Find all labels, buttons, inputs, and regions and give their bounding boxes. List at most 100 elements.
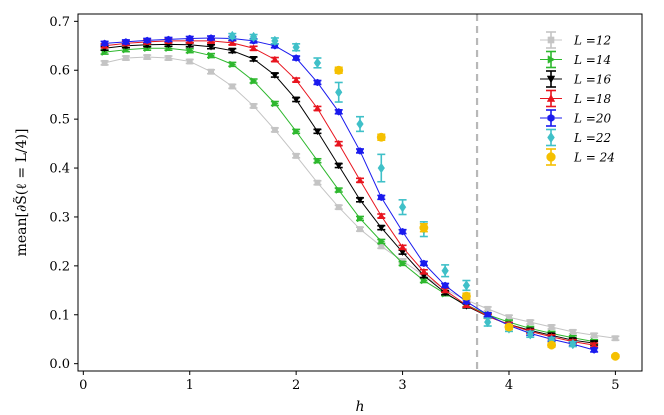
- data-point: [335, 186, 343, 194]
- legend-marker: [547, 55, 556, 64]
- data-point: [250, 77, 258, 85]
- series-5: [100, 34, 599, 354]
- data-point: [101, 39, 108, 48]
- legend-entry-6: L =22: [546, 128, 611, 147]
- data-point: [314, 156, 322, 165]
- legend-marker: [547, 113, 555, 123]
- data-point: [419, 223, 429, 233]
- data-point: [292, 54, 300, 62]
- legend-label: L = 24: [573, 151, 615, 165]
- legend-entry-2: L =14: [540, 50, 611, 69]
- series-layer: [100, 30, 620, 361]
- data-point: [293, 152, 300, 159]
- series-line: [104, 43, 595, 344]
- y-tick-label: 0.1: [49, 308, 70, 323]
- legend-marker: [547, 36, 555, 44]
- series-line: [104, 40, 595, 346]
- legend-label: L =22: [573, 131, 611, 145]
- data-point: [292, 76, 300, 83]
- data-point: [165, 35, 172, 44]
- data-point: [462, 280, 471, 291]
- data-point: [335, 86, 343, 98]
- data-point: [356, 147, 364, 155]
- data-point: [441, 265, 449, 277]
- data-point: [144, 54, 151, 61]
- data-point: [292, 96, 300, 104]
- data-point: [122, 55, 129, 61]
- legend-label: L =20: [573, 112, 611, 126]
- axes-layer: 0 1 2 3 4 5 0.0 0.1 0.2 0.3 0.4 0.5 0.6 0.7: [49, 15, 619, 393]
- data-point: [334, 162, 343, 170]
- data-point: [378, 193, 385, 202]
- data-point: [610, 351, 620, 361]
- legend-marker: [547, 132, 555, 143]
- data-point: [357, 214, 364, 223]
- data-point: [292, 41, 300, 53]
- data-point: [334, 139, 343, 147]
- data-point: [165, 55, 172, 61]
- data-point: [398, 201, 407, 213]
- data-point: [335, 108, 342, 116]
- legend: L =12 L =14 L =16 L =18 L =20 L =22 L = 24: [540, 31, 615, 166]
- data-point: [377, 212, 386, 219]
- data-point: [591, 332, 598, 339]
- data-point: [143, 36, 151, 45]
- data-point: [250, 102, 257, 109]
- x-tick-label: 4: [505, 378, 513, 393]
- data-point: [527, 319, 534, 326]
- data-point: [504, 322, 514, 332]
- legend-entry-7: L = 24: [546, 148, 615, 166]
- data-point: [313, 57, 322, 69]
- legend-marker: [546, 75, 556, 84]
- y-tick-label: 0.5: [49, 113, 70, 128]
- data-point: [377, 224, 386, 232]
- series-6: [228, 30, 577, 350]
- y-tick-label: 0.7: [49, 15, 70, 30]
- legend-label: L =12: [573, 34, 611, 48]
- data-point: [271, 99, 279, 108]
- data-point: [420, 267, 428, 275]
- data-point: [186, 46, 194, 55]
- data-point: [398, 243, 407, 251]
- data-point: [313, 104, 322, 112]
- data-point: [441, 286, 449, 294]
- legend-label: L =16: [573, 73, 611, 87]
- legend-entry-5: L =20: [540, 109, 611, 127]
- x-axis-label: h: [355, 399, 364, 415]
- data-point: [356, 118, 364, 130]
- data-point: [547, 340, 556, 350]
- data-point: [314, 78, 321, 87]
- y-tick-label: 0.3: [49, 210, 70, 225]
- series-line: [104, 37, 595, 351]
- data-point: [441, 281, 449, 290]
- legend-label: L =18: [573, 92, 611, 106]
- y-tick-label: 0.6: [49, 64, 70, 79]
- legend-marker: [546, 94, 556, 102]
- data-point: [101, 59, 108, 66]
- data-point: [612, 335, 619, 342]
- data-point: [356, 196, 364, 204]
- data-point: [207, 43, 215, 51]
- legend-marker: [546, 152, 556, 162]
- data-point: [271, 72, 279, 80]
- y-axis-label: mean[∂S̃(ℓ = L/4)]: [12, 129, 30, 257]
- data-point: [484, 305, 491, 312]
- legend-entry-3: L =16: [540, 70, 611, 88]
- data-point: [461, 291, 471, 301]
- data-point: [484, 316, 492, 328]
- data-point: [357, 226, 363, 233]
- data-point: [590, 346, 598, 354]
- data-point: [376, 132, 386, 142]
- data-point: [249, 56, 258, 63]
- plot-frame: [77, 13, 643, 372]
- data-point: [228, 47, 237, 55]
- data-point: [334, 65, 344, 75]
- data-point: [228, 38, 237, 46]
- series-7: [334, 65, 620, 361]
- data-point: [249, 44, 258, 52]
- data-point: [271, 55, 279, 63]
- data-point: [293, 127, 301, 136]
- data-point: [314, 179, 321, 186]
- data-point: [208, 68, 214, 75]
- data-point: [399, 259, 407, 268]
